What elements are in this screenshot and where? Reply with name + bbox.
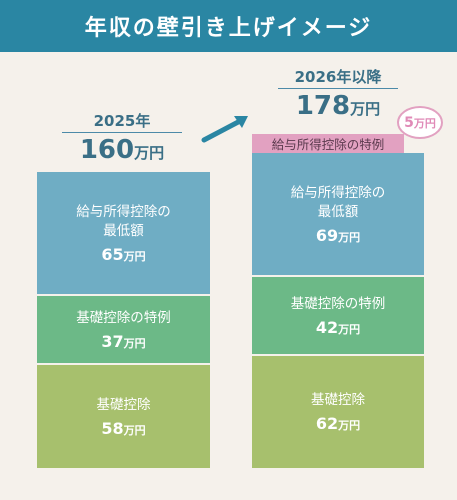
page-title: 年収の壁引き上げイメージ <box>0 0 457 52</box>
segment-label: 最低額 <box>103 222 144 239</box>
segment-value: 37 <box>101 331 124 351</box>
increase-arrow-icon <box>201 116 248 143</box>
right-total: 2026年以降 178万円 <box>278 66 398 124</box>
extra-band: 給与所得控除の特例 <box>252 134 404 153</box>
left-year: 2025年 <box>93 112 151 130</box>
segment-unit: 万円 <box>123 249 146 263</box>
segment-label: 給与所得控除の <box>290 184 386 201</box>
segment-value: 65 <box>101 244 124 264</box>
segment-label: 給与所得控除の <box>76 203 171 220</box>
left-total-number: 160 <box>79 135 135 165</box>
segment-value: 69 <box>315 225 339 245</box>
left-total-unit: 万円 <box>134 144 165 162</box>
segment-unit: 万円 <box>338 322 361 336</box>
left-segment-special: 基礎控除の特例 37万円 <box>37 294 210 363</box>
left-segment-salary: 給与所得控除の 最低額 65万円 <box>37 172 210 294</box>
segment-value: 58 <box>101 418 124 438</box>
right-segment-basic: 基礎控除 62万円 <box>252 354 424 468</box>
left-bar: 給与所得控除の 最低額 65万円 基礎控除の特例 37万円 基礎控除 58万円 <box>37 172 210 468</box>
right-year: 2026年以降 <box>294 68 382 86</box>
right-segment-salary: 給与所得控除の 最低額 69万円 <box>252 153 424 275</box>
right-bar: 給与所得控除の 最低額 69万円 基礎控除の特例 42万円 基礎控除 62万円 <box>252 153 424 468</box>
extra-unit: 万円 <box>413 116 436 130</box>
segment-label: 基礎控除の特例 <box>290 295 386 312</box>
right-total-number: 178 <box>295 91 351 121</box>
left-segment-basic: 基礎控除 58万円 <box>37 363 210 468</box>
segment-value: 42 <box>315 317 339 337</box>
segment-unit: 万円 <box>123 423 146 437</box>
right-divider <box>278 88 398 89</box>
segment-label: 基礎控除の特例 <box>76 309 171 326</box>
segment-label: 基礎控除 <box>96 396 151 413</box>
left-divider <box>62 132 182 133</box>
extra-number: 5 <box>404 114 414 131</box>
segment-value: 62 <box>315 414 339 433</box>
right-segment-special: 基礎控除の特例 42万円 <box>252 275 424 354</box>
extra-bubble: 5 万円 <box>397 106 443 139</box>
segment-label: 基礎控除 <box>311 392 365 408</box>
segment-unit: 万円 <box>123 336 146 350</box>
segment-label: 最低額 <box>317 203 359 220</box>
right-total-unit: 万円 <box>350 100 381 118</box>
segment-unit: 万円 <box>338 230 361 244</box>
left-total: 2025年 160万円 <box>62 110 182 168</box>
segment-unit: 万円 <box>338 419 361 432</box>
